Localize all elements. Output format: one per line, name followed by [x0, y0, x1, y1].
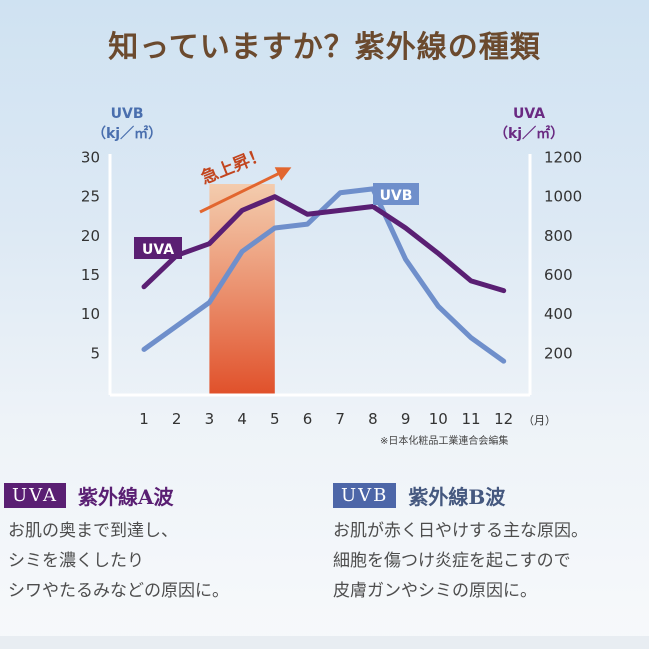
uva-line: シワやたるみなどの原因に。: [8, 581, 229, 601]
rise-arrow: [199, 167, 292, 214]
right-tick-label: 600: [544, 266, 573, 284]
x-tick-label: 12: [494, 410, 513, 428]
right-tick-label: 800: [544, 227, 573, 245]
page-title: 知っていますか？紫外線の種類: [108, 30, 541, 65]
x-tick-label: 4: [237, 410, 247, 428]
x-tick-label: 11: [461, 410, 480, 428]
right-tick-label: 1200: [544, 149, 582, 167]
x-tick-label: 10: [429, 410, 448, 428]
uva-line: シミを濃くしたり: [8, 551, 144, 571]
footnote: ※日本化粧品工業連合会編集: [380, 436, 509, 447]
left-tick-label: 30: [81, 149, 100, 167]
right-axis-label: UVA （kj／㎡）: [494, 104, 564, 144]
left-tick-label: 15: [81, 266, 100, 284]
left-tick-label: 10: [81, 305, 100, 323]
uvb-badge: UVB: [333, 483, 397, 508]
x-tick-label: 1: [139, 410, 149, 428]
x-tick-label: 2: [172, 410, 182, 428]
right-tick-label: 200: [544, 344, 573, 362]
right-axis-unit: （kj／㎡）: [494, 126, 565, 142]
x-tick-label: 5: [270, 410, 280, 428]
uvb-series-label: UVB: [380, 188, 413, 204]
uvb-series-label-box: [373, 183, 419, 205]
left-tick-label: 25: [81, 188, 100, 206]
x-unit-label: （月）: [523, 414, 556, 427]
uva-line: お肌の奥まで到達し、: [8, 521, 178, 541]
right-axis-name: UVA: [513, 106, 546, 122]
uva-series-label: UVA: [142, 242, 174, 258]
x-tick-label: 9: [401, 410, 411, 428]
left-axis-unit: （kj／㎡）: [92, 126, 163, 142]
uva-heading: 紫外線A波: [77, 485, 174, 509]
x-tick-label: 8: [368, 410, 378, 428]
uvb-heading: 紫外線B波: [408, 485, 506, 509]
x-tick-label: 7: [335, 410, 345, 428]
right-tick-label: 400: [544, 305, 573, 323]
uvb-section-header: UVB 紫外線B波: [333, 481, 505, 510]
uvb-line: 皮膚ガンやシミの原因に。: [333, 581, 537, 601]
uva-series-label-box: [134, 237, 182, 259]
uva-series-line: [141, 194, 507, 294]
left-tick-label: 20: [81, 227, 100, 245]
x-tick-label: 3: [205, 410, 215, 428]
uva-description: お肌の奥まで到達し、 シミを濃くしたり シワやたるみなどの原因に。: [8, 516, 229, 606]
uvb-series-line: [141, 186, 507, 364]
left-axis-label: UVB （kj／㎡）: [92, 104, 162, 144]
left-axis-name: UVB: [110, 106, 144, 122]
uvb-line: 細胞を傷つけ炎症を起こすので: [333, 551, 571, 571]
uva-section-header: UVA 紫外線A波: [4, 481, 173, 510]
uvb-description: お肌が赤く日やけする主な原因。 細胞を傷つけ炎症を起こすので 皮膚ガンやシミの原…: [333, 516, 649, 606]
right-tick-label: 1000: [544, 188, 582, 206]
uva-badge: UVA: [4, 483, 66, 508]
x-tick-label: 6: [303, 410, 313, 428]
uvb-line: お肌が赤く日やけする主な原因。: [333, 521, 588, 541]
left-tick-label: 5: [90, 344, 100, 362]
bottom-bar: [0, 636, 649, 649]
